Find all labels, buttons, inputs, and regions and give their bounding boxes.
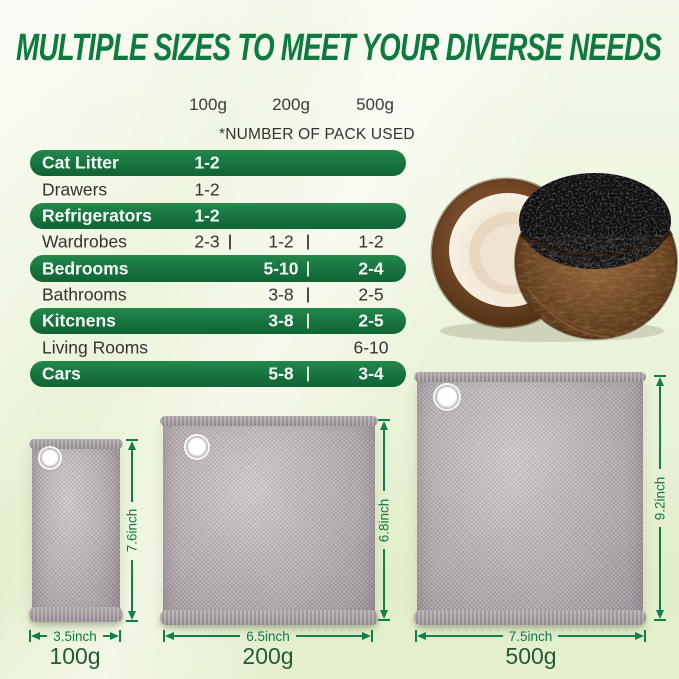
table-row: Living Rooms 6-10: [30, 334, 406, 360]
value-500g: 2-4: [358, 258, 384, 279]
column-divider: [229, 234, 231, 250]
width-dimension-arrow-200g: 6.5inch: [163, 628, 374, 644]
value-500g: 1-2: [358, 231, 384, 252]
row-label: Bathrooms: [42, 284, 127, 305]
height-dimension-arrow-500g: 9.2inch: [652, 375, 668, 621]
value-200g: 5-10: [263, 258, 299, 279]
height-dimension-arrow-200g: 6.8inch: [376, 419, 392, 621]
coconut-charcoal-image: [424, 149, 679, 345]
row-label: Cars: [42, 363, 81, 384]
column-divider: [307, 234, 309, 250]
column-divider: [307, 313, 309, 329]
bag-weight-label: 200g: [242, 643, 294, 669]
pack-count-note: *NUMBER OF PACK USED: [219, 126, 415, 143]
column-header-100g: 100g: [189, 95, 227, 114]
height-dimension-arrow-100g: 7.6inch: [124, 439, 140, 622]
size-usage-table: Cat Litter 1-2 Drawers 1-2 Refrigerators…: [30, 150, 406, 388]
page-title: MULTIPLE SIZES TO MEET YOUR DIVERSE NEED…: [16, 27, 662, 69]
row-label: Living Rooms: [42, 337, 149, 358]
row-label: Cat Litter: [42, 152, 119, 173]
table-row: Drawers 1-2: [30, 176, 406, 202]
bag-grommet: [40, 448, 60, 468]
bag-100g-image: [29, 439, 123, 622]
row-label: Refrigerators: [42, 205, 152, 226]
table-row: Bathrooms 3-8 2-5: [30, 282, 406, 308]
bag-200g-image: [160, 416, 378, 625]
width-dimension-label: 6.5inch: [246, 628, 290, 644]
value-500g: 6-10: [353, 337, 389, 358]
bag-bottom-seam: [160, 610, 378, 625]
value-100g: 1-2: [194, 152, 220, 173]
bag-weight-label: 100g: [49, 643, 101, 669]
bag-grommet: [186, 436, 208, 458]
table-row: Cars 5-8 3-4: [30, 360, 406, 388]
height-dimension-label: 7.6inch: [124, 508, 140, 553]
bag-grommet: [435, 385, 459, 409]
value-100g: 1-2: [194, 179, 220, 200]
table-row: Wardrobes 2-3 1-2 1-2: [30, 229, 406, 255]
width-dimension-arrow-500g: 7.5inch: [415, 628, 647, 644]
column-divider: [307, 287, 309, 303]
width-dimension-arrow-100g: 3.5inch: [29, 628, 122, 644]
value-200g: 3-8: [268, 310, 294, 331]
height-dimension-label: 9.2inch: [652, 476, 668, 520]
row-label: Wardrobes: [42, 231, 127, 252]
bag-500g-image: [414, 372, 646, 625]
row-label: Bedrooms: [42, 258, 129, 279]
bag-top-seam: [29, 439, 123, 449]
width-dimension-label: 7.5inch: [508, 628, 553, 644]
value-100g: 1-2: [194, 205, 220, 226]
table-row: Refrigerators 1-2: [30, 202, 406, 230]
table-row: Cat Litter 1-2: [30, 150, 406, 177]
bag-weight-label: 500g: [505, 643, 557, 669]
column-header-500g: 500g: [356, 95, 394, 114]
value-200g: 5-8: [268, 363, 294, 384]
table-row: Bedrooms 5-10 2-4: [30, 255, 406, 282]
row-label: Kitcnens: [42, 310, 116, 331]
column-divider: [307, 261, 309, 277]
bag-bottom-seam: [29, 607, 123, 622]
value-200g: 1-2: [268, 231, 294, 252]
width-dimension-label: 3.5inch: [53, 628, 97, 644]
bag-top-seam: [160, 416, 378, 426]
value-200g: 3-8: [268, 284, 294, 305]
value-500g: 3-4: [358, 363, 384, 384]
column-divider: [307, 366, 309, 382]
bag-top-seam: [414, 372, 646, 382]
height-dimension-label: 6.8inch: [376, 498, 392, 542]
column-header-200g: 200g: [272, 95, 310, 114]
row-label: Drawers: [42, 179, 108, 200]
value-500g: 2-5: [358, 310, 384, 331]
table-row: Kitcnens 3-8 2-5: [30, 308, 406, 335]
value-100g: 2-3: [194, 231, 220, 252]
value-500g: 2-5: [358, 284, 384, 305]
bag-bottom-seam: [414, 610, 646, 625]
